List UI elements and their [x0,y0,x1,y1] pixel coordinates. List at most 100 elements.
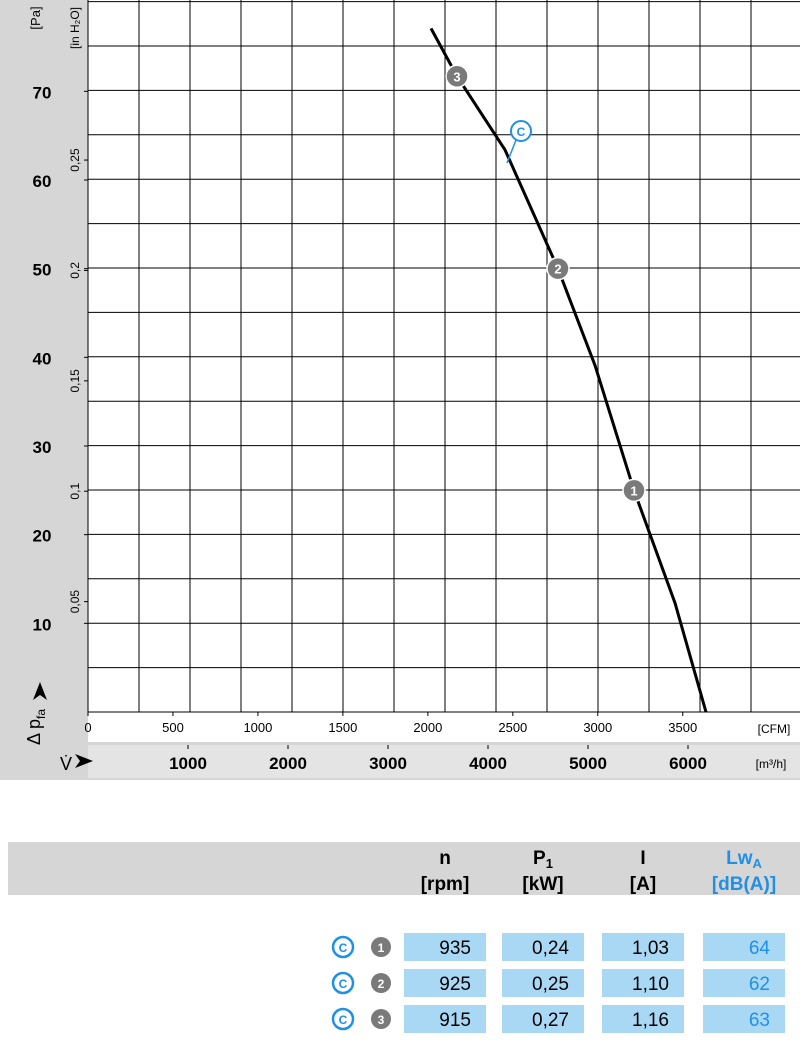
cell [502,1005,584,1033]
x2-tick-label: 500 [162,720,184,735]
cell-value: 935 [439,938,471,959]
y2-unit: [in H₂O] [68,7,82,49]
x-tick-label: 2000 [269,754,307,773]
x2-tick-label: 3000 [583,720,612,735]
point-label: 2 [554,262,561,277]
arrow [33,682,47,700]
cell-value: 62 [749,974,770,995]
m3h-band [88,745,800,778]
cell-value: 0,25 [532,974,569,995]
y-tick-label: 70 [33,83,52,102]
y-tick-label: 40 [33,349,52,368]
y-unit: [Pa] [28,6,43,29]
cell-value: 0,27 [532,1010,569,1031]
y-label-sub: fa [34,709,48,719]
point-icon [371,1009,391,1029]
column-title-main: P [533,848,546,869]
column-title-sub: A [753,856,763,871]
column-title: P1 [533,848,553,871]
x-tick-label: 3000 [369,754,407,773]
curve-icon [331,1007,355,1031]
cell [502,969,584,997]
cfm-band [88,712,800,742]
cell [404,933,486,961]
y-label-main: Δ p [24,719,44,745]
x2-tick-label: 1500 [328,720,357,735]
curve-icon-label: C [339,1013,348,1027]
series-label: C [517,125,526,139]
curve-icon [331,935,355,959]
callout-circle [510,120,532,142]
cell [602,933,684,961]
cell [502,933,584,961]
operating-point [546,256,570,281]
cell [703,1005,785,1033]
column-title: n [439,848,451,869]
cell-value: 1,03 [632,938,669,959]
column-title: I [640,848,645,869]
cell [703,933,785,961]
cell-value: 925 [439,974,471,995]
column-title-main: I [640,848,645,869]
y2-tick-label: 0,25 [68,148,82,172]
y2-tick-label: 0,2 [68,262,82,279]
x2-tick-label: 2000 [413,720,442,735]
column-title-sub: 1 [546,856,553,871]
x-unit: [m³/h] [756,757,787,771]
x-tick-label: 1000 [169,754,207,773]
point-icon-label: 3 [378,1013,385,1027]
y2-tick-label: 0,15 [68,369,82,393]
x-tick-label: 6000 [669,754,707,773]
cell [404,1005,486,1033]
column-unit: [rpm] [421,874,470,895]
fan-curve [429,27,708,713]
operating-point [622,478,646,503]
x-tick-label: 5000 [569,754,607,773]
column-title-main: Lw [726,848,753,869]
curve-icon-label: C [339,941,348,955]
y-tick-label: 20 [33,527,52,546]
y2-tick-label: 0,1 [68,483,82,500]
cell [404,969,486,997]
column-title-main: n [439,848,451,869]
y-tick-label: 30 [33,438,52,457]
x2-unit: [CFM] [758,722,791,736]
cell [703,969,785,997]
x-tick-label: 4000 [469,754,507,773]
point-label: 1 [630,483,637,498]
column-unit: [A] [630,874,656,895]
curve-icon [331,971,355,995]
y2-tick-label: 0,05 [68,590,82,614]
y-tick-label: 50 [33,261,52,280]
cell [602,969,684,997]
y-label: Δ pfa [24,709,48,745]
x2-tick-label: 3500 [668,720,697,735]
point-icon [371,973,391,993]
cell-value: 1,10 [632,974,669,995]
cell-value: 1,16 [632,1010,669,1031]
x2-tick-label: 1000 [243,720,272,735]
y-tick-label: 60 [33,172,52,191]
cell [602,1005,684,1033]
table-header-band [8,842,800,895]
column-title: LwA [726,848,762,871]
x2-tick-label: 0 [84,720,91,735]
point-label: 3 [453,69,460,84]
operating-point [445,64,469,89]
column-unit: [dB(A)] [712,874,776,895]
y-tick-label: 10 [33,615,52,634]
plot-area [88,0,800,712]
point-icon-label: 2 [378,977,385,991]
point-icon [371,937,391,957]
cell-value: 63 [749,1010,770,1031]
curve-icon-label: C [339,977,348,991]
arrow [75,754,93,768]
x2-tick-label: 2500 [498,720,527,735]
cell-value: 64 [749,938,771,959]
column-unit: [kW] [522,874,563,895]
x-symbol: V̇ [60,754,72,774]
callout-line [506,139,517,164]
point-icon-label: 1 [378,941,385,955]
cell-value: 915 [439,1010,471,1031]
